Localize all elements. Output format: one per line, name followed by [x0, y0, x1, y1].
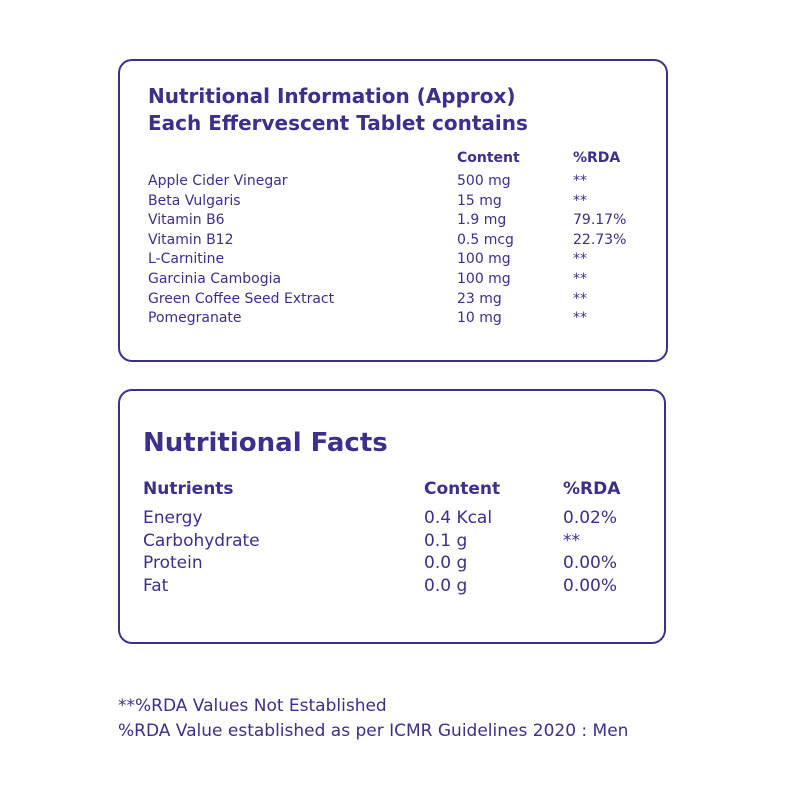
content-header: Content	[457, 150, 520, 166]
cell-content: 0.5 mcg	[457, 231, 514, 248]
title-line-1: Nutritional Information (Approx)	[148, 84, 516, 108]
table-row: Green Coffee Seed Extract 23 mg **	[120, 291, 666, 311]
rda-header: %RDA	[563, 479, 621, 499]
cell-content: 10 mg	[457, 310, 502, 327]
title-line-2: Each Effervescent Tablet contains	[148, 111, 528, 135]
cell-rda: 0.02%	[563, 508, 618, 528]
cell-content: 100 mg	[457, 251, 511, 268]
cell-name: Vitamin B12	[148, 231, 234, 248]
cell-content: 1.9 mg	[457, 212, 507, 229]
table-row: Apple Cider Vinegar 500 mg **	[120, 173, 666, 193]
cell-content: 0.0 g	[424, 553, 468, 573]
cell-name: L-Carnitine	[148, 251, 225, 268]
cell-rda: **	[563, 530, 580, 551]
rda-note-2: %RDA Value established as per ICMR Guide…	[118, 721, 629, 741]
cell-rda: 0.00%	[563, 553, 618, 573]
cell-name: Protein	[143, 553, 203, 573]
cell-rda: **	[573, 173, 587, 189]
cell-rda: **	[573, 251, 587, 268]
facts-title: Nutritional Facts	[143, 428, 388, 458]
nutrients-header: Nutrients	[143, 479, 234, 499]
table-row: Pomegranate 10 mg **	[120, 310, 666, 330]
nutritional-information-panel: Nutritional Information (Approx) Each Ef…	[118, 59, 668, 362]
table-row: Beta Vulgaris 15 mg **	[120, 193, 666, 213]
cell-name: Green Coffee Seed Extract	[148, 290, 335, 307]
cell-name: Apple Cider Vinegar	[148, 173, 288, 189]
table-row: L-Carnitine 100 mg **	[120, 251, 666, 271]
content-header: Content	[424, 479, 501, 499]
cell-rda: **	[573, 271, 587, 287]
cell-content: 23 mg	[457, 290, 502, 307]
table-row: Carbohydrate 0.1 g **	[120, 531, 664, 551]
rda-header: %RDA	[573, 150, 621, 166]
cell-content: 0.1 g	[424, 530, 468, 551]
cell-name: Energy	[143, 508, 203, 528]
table-row: Energy 0.4 Kcal 0.02%	[120, 508, 664, 528]
cell-name: Carbohydrate	[143, 530, 260, 551]
cell-rda: 0.00%	[563, 575, 618, 596]
cell-rda: **	[573, 290, 587, 307]
cell-name: Garcinia Cambogia	[148, 271, 282, 287]
cell-name: Pomegranate	[148, 310, 242, 327]
cell-content: 100 mg	[457, 271, 511, 287]
table-row: Vitamin B12 0.5 mcg 22.73%	[120, 232, 666, 252]
cell-name: Vitamin B6	[148, 212, 225, 229]
table-row: Fat 0.0 g 0.00%	[120, 576, 664, 596]
cell-content: 500 mg	[457, 173, 511, 189]
nutritional-facts-panel: Nutritional Facts Nutrients Content %RDA…	[118, 389, 666, 644]
cell-name: Fat	[143, 575, 169, 596]
cell-content: 0.4 Kcal	[424, 508, 493, 528]
table-row: Garcinia Cambogia 100 mg **	[120, 271, 666, 291]
table-row: Vitamin B6 1.9 mg 79.17%	[120, 212, 666, 232]
cell-content: 0.0 g	[424, 575, 468, 596]
cell-rda: **	[573, 192, 587, 209]
table-row: Protein 0.0 g 0.00%	[120, 553, 664, 573]
cell-rda: 22.73%	[573, 231, 627, 248]
info-title: Nutritional Information (Approx) Each Ef…	[148, 83, 528, 137]
info-header-row: Content %RDA	[120, 150, 666, 170]
cell-name: Beta Vulgaris	[148, 192, 241, 209]
cell-content: 15 mg	[457, 192, 502, 209]
facts-header-row: Nutrients Content %RDA	[120, 479, 664, 499]
cell-rda: **	[573, 310, 587, 327]
cell-rda: 79.17%	[573, 212, 627, 229]
rda-note-1: **%RDA Values Not Established	[118, 696, 387, 716]
